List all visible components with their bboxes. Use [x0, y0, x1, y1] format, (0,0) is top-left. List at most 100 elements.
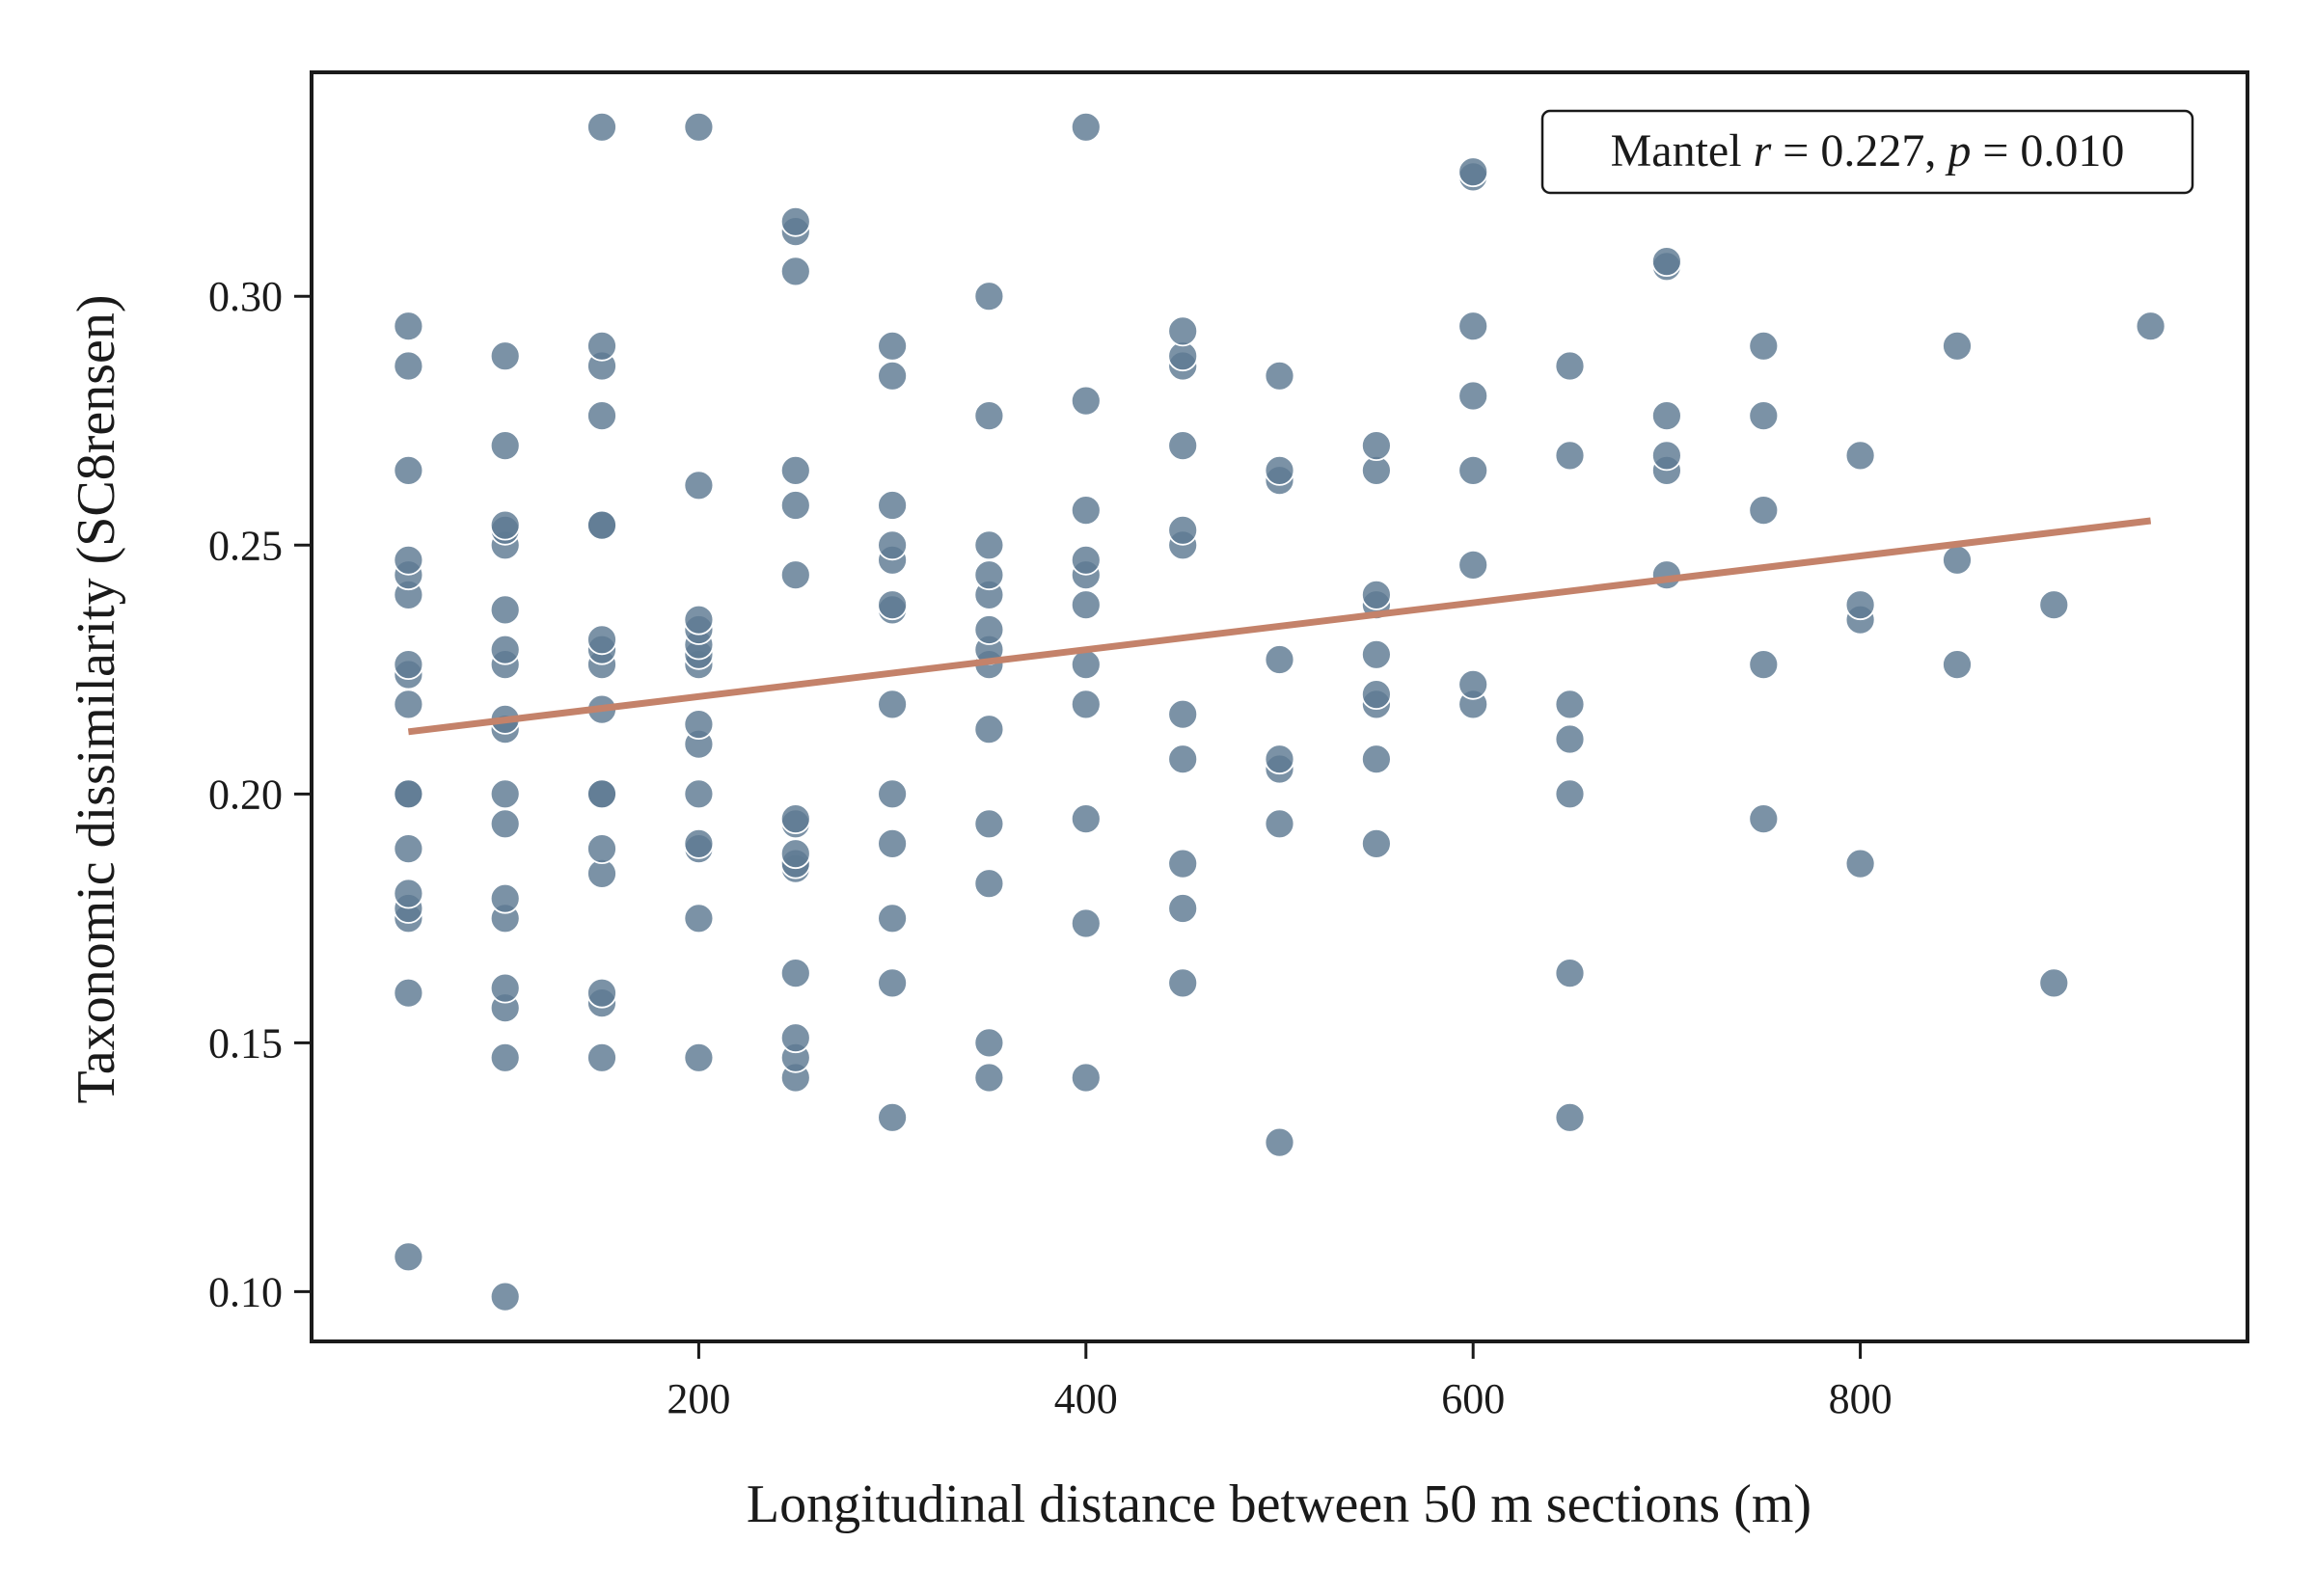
data-point: [1167, 893, 1199, 924]
data-point: [1844, 848, 1876, 879]
data-point: [877, 967, 908, 999]
data-point: [1748, 803, 1780, 834]
annotation-text: Mantel r = 0.227, p = 0.010: [1611, 125, 2125, 176]
data-point: [683, 1041, 715, 1073]
data-point: [586, 330, 617, 362]
data-point: [1748, 330, 1780, 362]
data-point: [973, 614, 1005, 645]
data-point: [1070, 803, 1102, 834]
data-point: [1264, 454, 1295, 486]
data-point: [877, 1101, 908, 1133]
data-point: [1264, 808, 1295, 840]
mantel-annotation: Mantel r = 0.227, p = 0.010: [1540, 109, 2194, 195]
data-point: [1070, 589, 1102, 621]
annotation-p-symbol: p: [1945, 125, 1971, 176]
data-point: [1264, 744, 1295, 775]
data-point: [489, 509, 521, 541]
y-tick-label: 0.25: [208, 522, 283, 569]
data-point: [1070, 385, 1102, 417]
data-point: [1070, 495, 1102, 526]
data-point: [489, 778, 521, 810]
x-tick-label: 800: [1829, 1375, 1893, 1422]
data-point: [489, 882, 521, 914]
data-point: [1167, 315, 1199, 347]
data-point: [1264, 1126, 1295, 1158]
data-point: [393, 878, 424, 909]
data-point: [1554, 689, 1586, 720]
data-point: [1264, 360, 1295, 392]
data-point: [683, 903, 715, 934]
data-point: [779, 454, 811, 486]
data-point: [489, 1041, 521, 1073]
data-point: [393, 311, 424, 342]
data-point: [393, 544, 424, 576]
data-point: [1844, 589, 1876, 621]
trend-line-layer: [407, 517, 2152, 736]
data-point: [1554, 778, 1586, 810]
annotation-prefix: Mantel: [1611, 125, 1754, 176]
data-point: [489, 594, 521, 626]
data-point: [779, 256, 811, 287]
data-point: [779, 490, 811, 521]
data-point: [393, 454, 424, 486]
annotation-box: [1540, 109, 2194, 195]
data-point: [1554, 1101, 1586, 1133]
data-point: [1167, 430, 1199, 462]
annotation-r-value: = 0.227,: [1771, 125, 1947, 176]
data-point: [1070, 907, 1102, 939]
data-point: [1361, 430, 1392, 462]
data-point: [2038, 589, 2070, 621]
data-point: [877, 589, 908, 621]
data-point: [1457, 454, 1489, 486]
data-point: [586, 111, 617, 143]
data-point: [586, 778, 617, 810]
data-point: [1167, 848, 1199, 879]
y-tick-label: 0.20: [208, 771, 283, 818]
data-point: [1651, 440, 1682, 472]
data-point: [877, 330, 908, 362]
data-point: [973, 281, 1005, 312]
x-tick-label: 200: [667, 1375, 730, 1422]
data-point: [1942, 649, 1973, 680]
annotation-r-symbol: r: [1754, 125, 1772, 176]
data-point: [877, 689, 908, 720]
data-point: [683, 111, 715, 143]
data-point: [1264, 644, 1295, 675]
data-point: [877, 828, 908, 859]
data-point: [877, 778, 908, 810]
y-tick-label: 0.10: [208, 1268, 283, 1315]
data-point: [586, 400, 617, 432]
data-point: [1942, 330, 1973, 362]
data-point: [489, 430, 521, 462]
data-point: [393, 649, 424, 680]
data-point: [1070, 1062, 1102, 1094]
data-point: [877, 490, 908, 521]
data-point: [586, 624, 617, 656]
plot-frame: [310, 70, 2249, 1343]
data-point: [393, 977, 424, 1009]
data-point: [1651, 246, 1682, 278]
x-tick-label: 400: [1054, 1375, 1118, 1422]
data-point: [1167, 514, 1199, 546]
data-point: [393, 778, 424, 810]
data-point: [973, 1062, 1005, 1094]
data-point: [1554, 350, 1586, 382]
data-point: [393, 833, 424, 864]
data-point: [1167, 744, 1199, 775]
trend-line: [407, 517, 2152, 736]
data-point: [1361, 828, 1392, 859]
data-point: [586, 509, 617, 541]
data-point: [489, 340, 521, 372]
x-tick-label: 600: [1441, 1375, 1505, 1422]
data-point: [393, 350, 424, 382]
data-point: [877, 360, 908, 392]
data-point: [973, 808, 1005, 840]
data-point: [1844, 440, 1876, 472]
data-point: [973, 559, 1005, 591]
data-point: [1167, 698, 1199, 730]
data-point: [2135, 311, 2166, 342]
x-axis-title: Longitudinal distance between 50 m secti…: [747, 1474, 1811, 1534]
data-point: [586, 833, 617, 864]
data-point: [683, 470, 715, 501]
